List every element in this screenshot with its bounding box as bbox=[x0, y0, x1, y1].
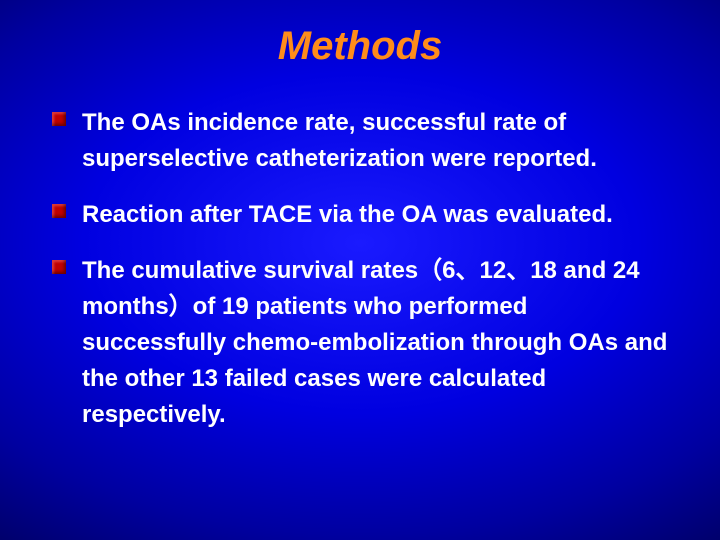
slide-title: Methods bbox=[48, 24, 672, 69]
bullet-item: The OAs incidence rate, successful rate … bbox=[48, 105, 672, 177]
bullet-text: The cumulative survival rates（6、12、18 an… bbox=[82, 257, 667, 428]
slide: Methods The OAs incidence rate, successf… bbox=[0, 0, 720, 540]
bullet-text: Reaction after TACE via the OA was evalu… bbox=[82, 201, 613, 228]
bullet-item: Reaction after TACE via the OA was evalu… bbox=[48, 197, 672, 233]
bullet-list: The OAs incidence rate, successful rate … bbox=[48, 105, 672, 433]
bullet-item: The cumulative survival rates（6、12、18 an… bbox=[48, 253, 672, 433]
bullet-text: The OAs incidence rate, successful rate … bbox=[82, 109, 597, 172]
